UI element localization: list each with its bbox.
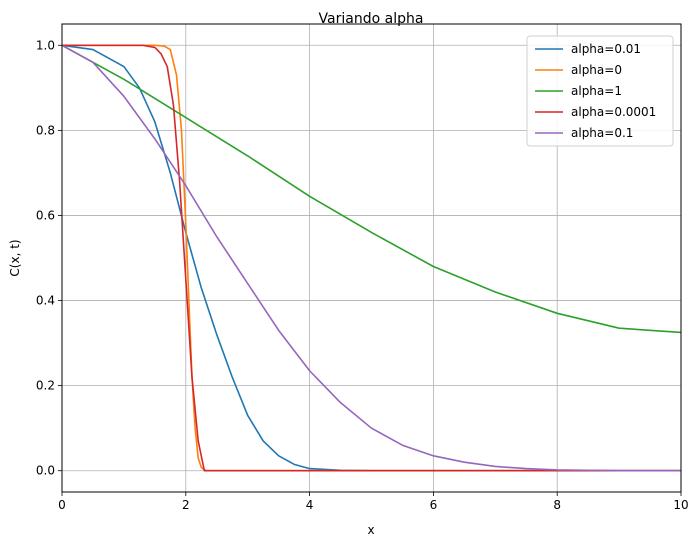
x-tick-label: 2	[182, 498, 190, 512]
legend-box	[526, 35, 674, 147]
series-line-4	[61, 44, 681, 472]
legend-label: alpha=0.01	[571, 42, 641, 56]
y-axis-ticks: 0.0 0.2 0.4 0.6 0.8 1.0	[36, 38, 62, 478]
x-tick-label: 0	[58, 498, 66, 512]
y-tick-label: 0.4	[36, 294, 55, 308]
x-axis-ticks: 0 2 4 6 8 10	[58, 492, 689, 512]
x-tick-label: 4	[306, 498, 314, 512]
y-tick-label: 0.6	[36, 208, 55, 222]
y-tick-label: 1.0	[36, 38, 55, 52]
legend-label: alpha=0	[571, 63, 622, 77]
y-tick-label: 0.2	[36, 379, 55, 393]
y-tick-label: 0.8	[36, 123, 55, 137]
series-line-2	[61, 44, 682, 334]
legend-label: alpha=0.1	[571, 126, 633, 140]
x-tick-label: 6	[430, 498, 438, 512]
y-tick-label: 0.0	[36, 464, 55, 478]
legend-label: alpha=1	[571, 84, 622, 98]
legend-label: alpha=0.0001	[571, 105, 656, 119]
series-line-3	[62, 44, 681, 472]
plot-area	[61, 44, 682, 472]
axes-frame	[61, 23, 682, 493]
chart-title: Variando alpha	[319, 11, 424, 27]
y-axis-label: C(x, t)	[8, 239, 22, 276]
x-tick-label: 8	[553, 498, 561, 512]
x-axis-label: x	[367, 523, 374, 537]
legend: alpha=0.01 alpha=0 alpha=1 alpha=0.0001 alph…	[526, 35, 674, 147]
x-tick-label: 10	[673, 498, 688, 512]
